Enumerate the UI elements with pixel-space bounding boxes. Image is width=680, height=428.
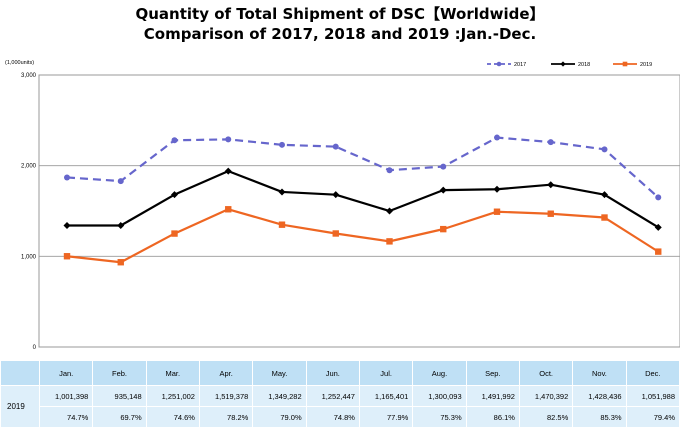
point-2018 [654, 223, 662, 231]
y-tick-label: 3,000 [21, 73, 37, 79]
y-tick-label: 0 [33, 345, 37, 351]
table-percent-cell: 86.1% [465, 406, 520, 428]
point-2019 [493, 208, 501, 215]
point-2019 [278, 221, 286, 228]
chart-title: Quantity of Total Shipment of DSC【Worldw… [0, 4, 680, 44]
table-value-cell: 1,349,282 [252, 385, 307, 407]
table-value-cell: 1,165,401 [358, 385, 414, 407]
y-tick-label: 1,000 [21, 254, 37, 260]
point-2017 [225, 136, 232, 143]
series-line-2018 [67, 170, 659, 229]
table-value-cell: 1,300,093 [412, 385, 467, 407]
table-month-header: Jan. [38, 360, 94, 386]
legend-label-2017: 2017 [514, 62, 526, 68]
table-month-header: Aug. [412, 360, 467, 386]
legend-marker-2019 [622, 61, 628, 67]
table-percent-cell: 69.7% [92, 406, 147, 428]
point-2017 [386, 167, 393, 174]
y-tick-label: 2,000 [21, 164, 37, 170]
series-line-2017 [66, 136, 659, 199]
point-2018 [493, 185, 501, 193]
point-2018 [278, 188, 286, 196]
table-values-row: 2019 1,001,398 935,148 1,251,002 1,519,378 1… [0, 385, 680, 428]
title-line-2: Comparison of 2017, 2018 and 2019 :Jan.-… [143, 25, 537, 43]
table-month-header: Feb. [92, 360, 147, 386]
legend-marker-2018 [560, 61, 566, 67]
table-percent-cell: 79.4% [625, 406, 680, 428]
point-2019 [117, 259, 124, 266]
table-value-cell: 1,491,992 [465, 385, 520, 407]
y-unit-label: (1,000units) [5, 60, 34, 66]
table-percent-cell: 85.3% [572, 406, 627, 428]
table-month-header: Jun. [305, 360, 360, 386]
point-2018 [63, 222, 71, 230]
point-2018 [439, 186, 447, 194]
table-year-cell: 2019 [0, 385, 40, 428]
point-2017 [601, 146, 608, 153]
series-line-2019 [66, 208, 659, 264]
plot-area [38, 74, 680, 348]
point-2019 [440, 225, 447, 233]
point-2017 [440, 163, 447, 170]
table-value-cell: 1,251,002 [145, 385, 200, 407]
point-2018 [547, 181, 555, 189]
table-percent-cell: 75.3% [412, 406, 467, 428]
point-2019 [547, 210, 554, 217]
point-2018 [171, 191, 178, 199]
point-2018 [117, 222, 125, 230]
table-percent-cell: 79.0% [252, 406, 307, 428]
legend-label-2019: 2019 [640, 62, 652, 68]
table-value-cell: 1,051,988 [625, 385, 680, 407]
table-month-header: Apr. [198, 360, 254, 386]
point-2018 [332, 191, 340, 199]
table-value-cell: 935,148 [92, 385, 147, 407]
table-percent-cell: 82.5% [518, 406, 574, 428]
table-month-header: Nov. [572, 360, 627, 386]
table-value-cell: 1,470,392 [518, 385, 574, 407]
point-2019 [63, 253, 71, 260]
line-chart: 0 1,000 2,000 3,000 (1,000units) 2017 2018 2019 [5, 60, 680, 351]
point-2019 [332, 230, 339, 237]
legend-label-2018: 2018 [578, 62, 590, 68]
legend-marker-2017 [496, 61, 502, 67]
table-percent-cell: 77.9% [358, 406, 414, 428]
table-percent-cell: 78.2% [198, 406, 254, 428]
point-2019 [655, 248, 662, 255]
point-2017 [655, 194, 662, 201]
point-2017 [279, 141, 285, 148]
point-2018 [386, 207, 393, 215]
table-percent-cell: 74.6% [145, 406, 200, 428]
point-2019 [386, 238, 393, 245]
table-month-header: Mar. [145, 360, 200, 386]
table-month-header: Sep. [465, 360, 520, 386]
point-2017 [117, 178, 124, 185]
table-month-header: Dec. [625, 360, 680, 386]
table-value-cell: 1,252,447 [305, 385, 360, 407]
table-month-header: Jul. [358, 360, 414, 386]
table-corner-cell [0, 360, 40, 386]
point-2018 [224, 167, 232, 175]
point-2017 [547, 139, 554, 146]
point-2019 [171, 230, 178, 237]
point-2017 [332, 143, 339, 150]
table-percent-row: 74.7% 69.7% 74.6% 78.2% 79.0% 74.8% 77.9% 75.3%… [1, 406, 680, 428]
table-month-header: May. [252, 360, 307, 386]
point-2018 [601, 191, 608, 199]
point-2017 [171, 137, 178, 144]
data-table: Jan. Feb. Mar. Apr. May. Jun. Jul. Aug. Sep. Oct.… [0, 360, 680, 428]
table-percent-cell: 74.8% [305, 406, 360, 428]
point-2017 [64, 174, 70, 181]
point-2019 [601, 214, 608, 221]
table-percent-cell: 74.7% [38, 406, 94, 428]
title-line-1: Quantity of Total Shipment of DSC【Worldw… [135, 5, 545, 23]
point-2017 [494, 134, 500, 141]
point-2019 [225, 206, 232, 213]
table-value-cell: 1,519,378 [198, 385, 254, 407]
table-value-cell: 1,428,436 [572, 385, 627, 407]
table-month-header: Oct. [518, 360, 574, 386]
table-header-row: Jan. Feb. Mar. Apr. May. Jun. Jul. Aug. Sep. Oct.… [0, 360, 680, 386]
table-value-cell: 1,001,398 [38, 385, 94, 407]
